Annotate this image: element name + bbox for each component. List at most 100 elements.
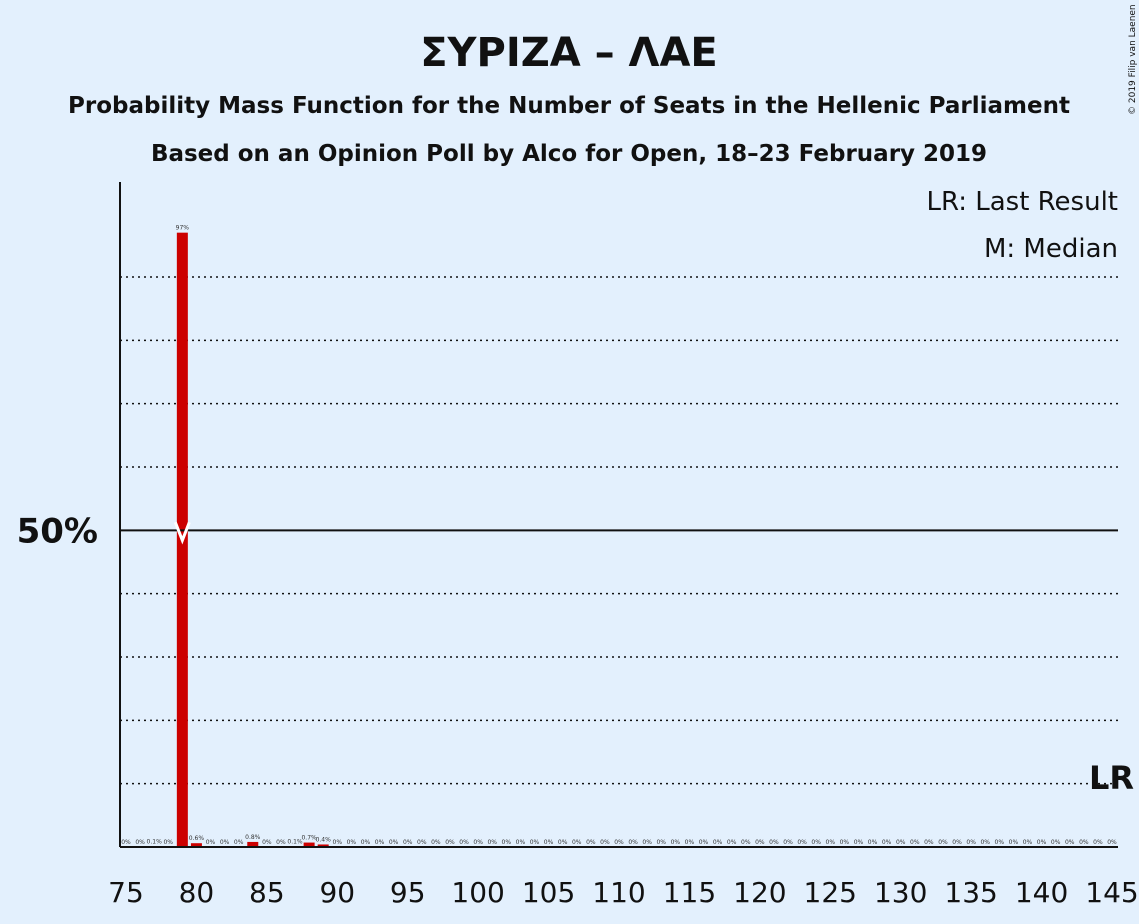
bar-label-seat-87: 0.1% [287, 838, 303, 845]
bar-label-seat-116: 0% [699, 839, 709, 846]
bar-label-seat-84: 0.8% [245, 834, 261, 841]
bar-label-seat-111: 0% [628, 839, 638, 846]
bar-label-seat-133: 0% [938, 839, 948, 846]
bar-label-seat-78: 0% [163, 839, 173, 846]
x-tick-130: 130 [874, 876, 927, 909]
x-tick-120: 120 [733, 876, 786, 909]
bar-label-seat-83: 0% [234, 839, 244, 846]
bar-label-seat-113: 0% [656, 839, 666, 846]
bar-label-seat-91: 0% [347, 839, 357, 846]
last-result-label: LR [1089, 759, 1134, 797]
bar-label-seat-136: 0% [980, 839, 990, 846]
bar-label-seat-80: 0.6% [189, 835, 205, 842]
bar-label-seat-132: 0% [924, 839, 934, 846]
bar-label-seat-86: 0% [276, 839, 286, 846]
bar-label-seat-143: 0% [1079, 839, 1089, 846]
x-tick-140: 140 [1015, 876, 1068, 909]
bar-label-seat-107: 0% [572, 839, 582, 846]
bar-label-seat-92: 0% [361, 839, 371, 846]
bar-label-seat-117: 0% [713, 839, 723, 846]
bar-label-seat-125: 0% [826, 839, 836, 846]
x-tick-145: 145 [1085, 876, 1138, 909]
bar-label-seat-121: 0% [769, 839, 779, 846]
x-axis-ticks: 75 80 85 90 95 100 105 110 115 120 125 130 135 140 145 [108, 876, 1139, 909]
bar-label-seat-97: 0% [431, 839, 441, 846]
bar-label-seat-112: 0% [642, 839, 652, 846]
bar-label-seat-137: 0% [995, 839, 1005, 846]
x-tick-100: 100 [451, 876, 504, 909]
chart-subtitle: Probability Mass Function for the Number… [68, 93, 1070, 119]
bar-seat-89 [317, 844, 329, 847]
bar-label-seat-140: 0% [1037, 839, 1047, 846]
bar-label-seat-88: 0.7% [301, 835, 317, 842]
bar-label-seat-135: 0% [966, 839, 976, 846]
x-tick-110: 110 [592, 876, 645, 909]
bars [148, 232, 329, 847]
bar-label-seat-101: 0% [487, 839, 497, 846]
bar-label-seat-122: 0% [783, 839, 793, 846]
bar-label-seat-85: 0% [262, 839, 272, 846]
bar-label-seat-124: 0% [811, 839, 821, 846]
bar-label-seat-134: 0% [952, 839, 962, 846]
bar-label-seat-100: 0% [473, 839, 483, 846]
x-tick-90: 90 [319, 876, 355, 909]
bar-label-seat-139: 0% [1023, 839, 1033, 846]
bar-label-seat-120: 0% [755, 839, 765, 846]
bar-label-seat-145: 0% [1107, 839, 1117, 846]
data-labels: 0% 0% 0.1% 0%97%0.6%0% 0% 0%0.8%0% 0% 0.1%0.7%0… [121, 225, 1117, 846]
fifty-percent-label: 50% [17, 511, 98, 551]
x-tick-85: 85 [249, 876, 285, 909]
bar-label-seat-138: 0% [1009, 839, 1019, 846]
bar-label-seat-142: 0% [1065, 839, 1075, 846]
bar-label-seat-103: 0% [516, 839, 526, 846]
bar-label-seat-123: 0% [797, 839, 807, 846]
bar-label-seat-144: 0% [1093, 839, 1103, 846]
bar-label-seat-108: 0% [586, 839, 596, 846]
x-tick-75: 75 [108, 876, 144, 909]
bar-label-seat-79: 97% [176, 225, 190, 232]
bar-label-seat-98: 0% [445, 839, 455, 846]
median-marker [173, 521, 191, 545]
bar-label-seat-109: 0% [600, 839, 610, 846]
legend-last-result: LR: Last Result [926, 187, 1118, 217]
x-tick-135: 135 [944, 876, 997, 909]
bar-label-seat-95: 0% [403, 839, 413, 846]
gridlines [120, 276, 1118, 785]
bar-label-seat-114: 0% [671, 839, 681, 846]
bar-seat-88 [303, 842, 315, 847]
x-tick-125: 125 [804, 876, 857, 909]
bar-label-seat-77: 0.1% [147, 838, 163, 845]
bar-label-seat-129: 0% [882, 839, 892, 846]
bar-label-seat-118: 0% [727, 839, 737, 846]
bar-label-seat-126: 0% [840, 839, 850, 846]
bar-label-seat-81: 0% [206, 839, 216, 846]
x-tick-105: 105 [522, 876, 575, 909]
chart-subtitle-poll: Based on an Opinion Poll by Alco for Ope… [151, 141, 987, 167]
bar-label-seat-110: 0% [614, 839, 624, 846]
bar-label-seat-76: 0% [135, 839, 145, 846]
bar-label-seat-99: 0% [459, 839, 469, 846]
bar-label-seat-93: 0% [375, 839, 385, 846]
legend-median: M: Median [984, 234, 1118, 264]
bar-label-seat-75: 0% [121, 839, 131, 846]
x-tick-95: 95 [390, 876, 426, 909]
bar-label-seat-105: 0% [544, 839, 554, 846]
x-tick-80: 80 [179, 876, 215, 909]
bar-label-seat-96: 0% [417, 839, 427, 846]
bar-seat-80 [190, 843, 202, 847]
bar-label-seat-90: 0% [333, 839, 343, 846]
bar-label-seat-89: 0.4% [316, 836, 332, 843]
bar-label-seat-130: 0% [896, 839, 906, 846]
bar-label-seat-82: 0% [220, 839, 230, 846]
bar-label-seat-94: 0% [389, 839, 399, 846]
bar-label-seat-128: 0% [868, 839, 878, 846]
bar-label-seat-131: 0% [910, 839, 920, 846]
bar-seat-84 [247, 841, 259, 847]
copyright-note: © 2019 Filip van Laenen [1128, 4, 1138, 115]
bar-label-seat-102: 0% [502, 839, 512, 846]
bar-label-seat-106: 0% [558, 839, 568, 846]
bar-label-seat-119: 0% [741, 839, 751, 846]
bar-label-seat-104: 0% [530, 839, 540, 846]
bar-label-seat-127: 0% [854, 839, 864, 846]
